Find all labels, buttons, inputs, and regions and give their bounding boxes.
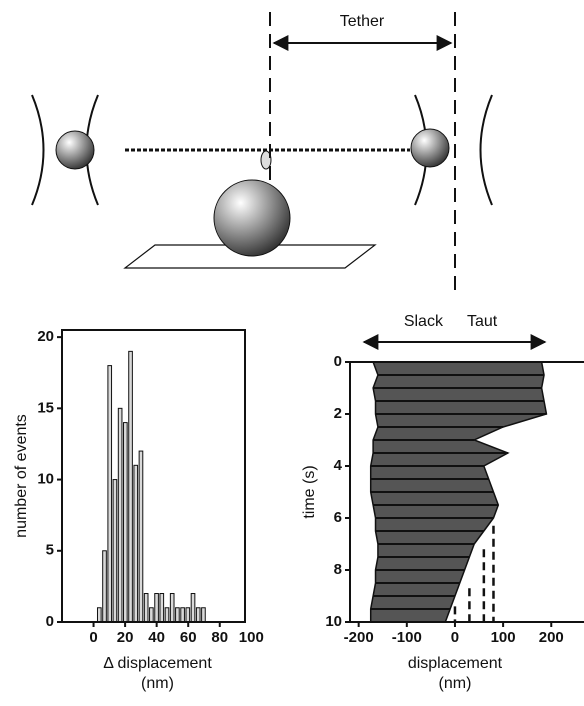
y-axis-label: number of events xyxy=(13,414,30,538)
bar xyxy=(128,350,133,623)
bar xyxy=(117,407,123,623)
y-tick-label: 8 xyxy=(334,561,342,578)
bar xyxy=(190,593,196,623)
bar xyxy=(138,450,144,623)
bar xyxy=(175,607,180,623)
x-tick-label: 100 xyxy=(491,629,516,646)
taut-label: Taut xyxy=(467,313,498,330)
y-tick-label: 0 xyxy=(46,613,54,630)
plot-frame xyxy=(349,361,584,623)
bar xyxy=(96,607,102,623)
bar xyxy=(164,607,170,623)
x-axis-label: (nm) xyxy=(439,675,472,692)
y-tick-label: 10 xyxy=(325,613,342,630)
x-axis-label: (nm) xyxy=(141,675,174,692)
y-tick-label: 2 xyxy=(334,405,342,422)
plot-frame xyxy=(61,329,246,623)
y-tick-label: 4 xyxy=(334,457,343,474)
x-tick-label: 40 xyxy=(148,629,165,646)
y-tick-label: 20 xyxy=(37,328,54,345)
trace-edge xyxy=(369,361,379,622)
tether-label: Tether xyxy=(340,13,385,30)
bar xyxy=(112,479,118,623)
x-tick-label: -100 xyxy=(392,629,422,646)
bar xyxy=(149,607,154,623)
x-tick-label: 20 xyxy=(117,629,134,646)
x-tick-label: 80 xyxy=(211,629,228,646)
bar xyxy=(143,593,149,623)
slack-label: Slack xyxy=(404,313,444,330)
bar xyxy=(201,607,206,623)
bar xyxy=(123,422,128,623)
y-tick-label: 15 xyxy=(37,399,54,416)
bar xyxy=(185,607,191,623)
bar xyxy=(154,593,159,623)
y-tick-label: 10 xyxy=(37,471,54,488)
x-tick-label: 100 xyxy=(239,629,264,646)
y-tick-label: 5 xyxy=(46,542,54,559)
x-axis-label: displacement xyxy=(408,655,503,672)
x-tick-label: 200 xyxy=(539,629,564,646)
y-tick-label: 6 xyxy=(334,509,342,526)
trace-edge xyxy=(444,361,548,623)
x-tick-label: 0 xyxy=(451,629,459,646)
bar xyxy=(159,593,165,623)
y-tick-label: 0 xyxy=(334,353,342,370)
bar xyxy=(169,593,175,623)
bar xyxy=(102,550,107,623)
bar xyxy=(133,464,139,623)
x-axis-label: Δ displacement xyxy=(103,655,212,672)
y-axis-label: time (s) xyxy=(301,465,318,518)
x-tick-label: 60 xyxy=(180,629,197,646)
x-tick-label: 0 xyxy=(89,629,97,646)
bar xyxy=(107,365,113,623)
bar xyxy=(180,607,185,623)
diagram xyxy=(31,12,493,290)
bar xyxy=(195,607,201,623)
x-tick-label: -200 xyxy=(344,629,374,646)
